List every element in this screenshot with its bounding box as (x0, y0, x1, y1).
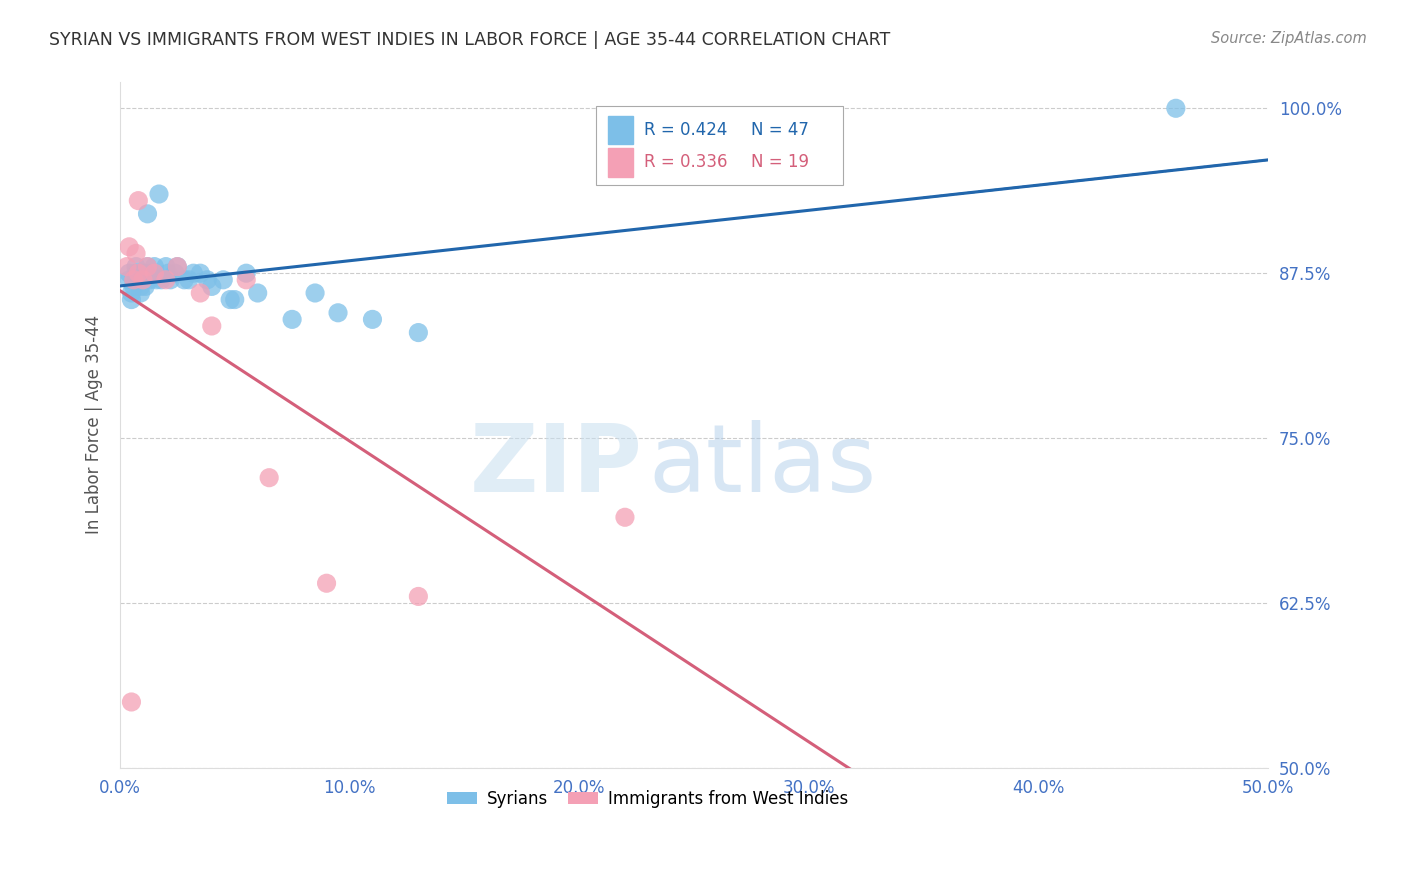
Point (155, 260, 177, 274)
Point (183, 266, 205, 280)
Point (235, 273, 257, 287)
Point (361, 312, 384, 326)
Point (129, 285, 152, 300)
Bar (607, 148, 633, 177)
Point (127, 266, 149, 280)
Point (155, 273, 177, 287)
Point (177, 273, 200, 287)
Point (159, 273, 181, 287)
Point (125, 246, 148, 260)
Point (118, 273, 141, 287)
Text: Source: ZipAtlas.com: Source: ZipAtlas.com (1211, 31, 1367, 46)
Point (134, 266, 156, 280)
Point (150, 273, 173, 287)
Point (139, 266, 162, 280)
Point (281, 312, 304, 326)
Point (143, 260, 166, 274)
Point (136, 260, 159, 274)
Text: N = 19: N = 19 (751, 153, 810, 171)
Text: atlas: atlas (648, 420, 876, 512)
Point (132, 266, 155, 280)
Point (145, 273, 167, 287)
Point (408, 590, 430, 604)
Text: ZIP: ZIP (470, 420, 643, 512)
Point (132, 273, 155, 287)
Point (188, 266, 211, 280)
Y-axis label: In Labor Force | Age 35-44: In Labor Force | Age 35-44 (86, 316, 103, 534)
Point (315, 576, 337, 591)
Point (201, 279, 224, 293)
Point (120, 285, 142, 300)
Point (246, 285, 269, 300)
Point (195, 273, 218, 287)
Point (201, 318, 224, 333)
Point (143, 266, 166, 280)
Text: R = 0.424: R = 0.424 (644, 121, 728, 139)
Point (127, 194, 149, 208)
Point (134, 279, 156, 293)
Point (219, 293, 242, 307)
Legend: Syrians, Immigrants from West Indies: Syrians, Immigrants from West Indies (440, 783, 855, 814)
Point (166, 260, 188, 274)
Text: R = 0.336: R = 0.336 (644, 153, 728, 171)
Point (122, 279, 145, 293)
Point (613, 510, 636, 524)
Point (212, 273, 235, 287)
Bar (607, 116, 633, 145)
Point (408, 326, 430, 340)
Point (139, 273, 162, 287)
Point (127, 273, 149, 287)
Point (125, 266, 148, 280)
Point (188, 285, 211, 300)
Point (122, 273, 145, 287)
Point (257, 471, 280, 485)
Point (129, 279, 152, 293)
Point (1164, 101, 1187, 115)
Point (136, 207, 159, 221)
Point (132, 273, 155, 287)
FancyBboxPatch shape (596, 106, 844, 185)
Text: N = 47: N = 47 (751, 121, 808, 139)
Text: SYRIAN VS IMMIGRANTS FROM WEST INDIES IN LABOR FORCE | AGE 35-44 CORRELATION CHA: SYRIAN VS IMMIGRANTS FROM WEST INDIES IN… (49, 31, 890, 49)
Point (125, 260, 148, 274)
Point (129, 273, 152, 287)
Point (136, 260, 159, 274)
Point (115, 260, 138, 274)
Point (120, 293, 142, 307)
Point (165, 266, 187, 280)
Point (304, 285, 326, 300)
Point (122, 273, 145, 287)
Point (148, 187, 170, 202)
Point (127, 266, 149, 280)
Point (166, 260, 188, 274)
Point (157, 266, 180, 280)
Point (118, 240, 141, 254)
Point (326, 306, 349, 320)
Point (118, 266, 141, 280)
Point (173, 273, 195, 287)
Point (120, 695, 142, 709)
Point (235, 266, 257, 280)
Point (224, 293, 246, 307)
